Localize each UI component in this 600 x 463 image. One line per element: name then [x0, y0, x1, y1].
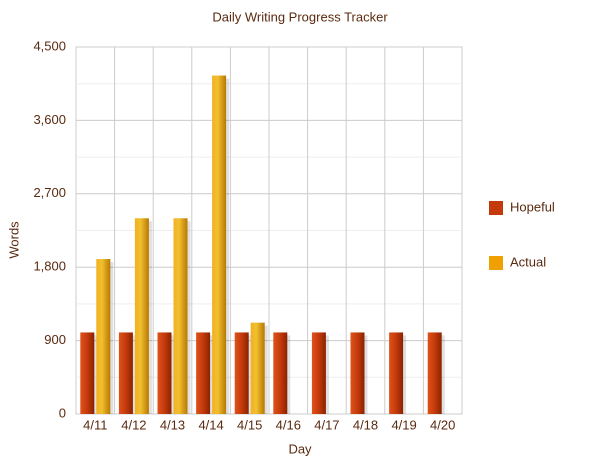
bar	[118, 332, 133, 414]
x-tick-label: 4/12	[121, 417, 146, 432]
bar	[389, 332, 404, 414]
bar	[273, 332, 288, 414]
bar	[427, 332, 442, 414]
bar	[196, 332, 211, 414]
bar	[311, 332, 326, 414]
x-tick-label: 4/11	[83, 417, 107, 432]
x-tick-label: 4/13	[160, 417, 185, 432]
bar	[234, 332, 249, 414]
x-tick-label: 4/17	[314, 417, 339, 432]
bar	[212, 75, 227, 415]
x-tick-label: 4/19	[391, 417, 416, 432]
x-axis-label: Day	[288, 441, 312, 456]
y-tick-label: 0	[59, 405, 66, 420]
legend-label: Hopeful	[510, 199, 555, 214]
bar	[350, 332, 365, 414]
chart-title: Daily Writing Progress Tracker	[212, 9, 388, 24]
x-tick-label: 4/20	[430, 417, 455, 432]
y-tick-label: 1,800	[33, 259, 66, 274]
y-tick-label: 2,700	[33, 185, 66, 200]
x-tick-label: 4/16	[276, 417, 301, 432]
y-tick-label: 3,600	[33, 112, 66, 127]
bar	[96, 259, 111, 414]
legend-swatch	[489, 256, 503, 270]
y-tick-label: 900	[44, 332, 66, 347]
bar	[157, 332, 172, 414]
x-tick-label: 4/18	[353, 417, 378, 432]
bar	[134, 218, 149, 414]
legend-label: Actual	[510, 254, 546, 269]
bar	[173, 218, 188, 414]
bar	[250, 322, 265, 414]
y-axis-label: Words	[6, 221, 21, 259]
bar	[80, 332, 95, 414]
legend-swatch	[489, 201, 503, 215]
x-tick-label: 4/15	[237, 417, 262, 432]
x-tick-label: 4/14	[198, 417, 223, 432]
y-tick-label: 4,500	[33, 38, 66, 53]
